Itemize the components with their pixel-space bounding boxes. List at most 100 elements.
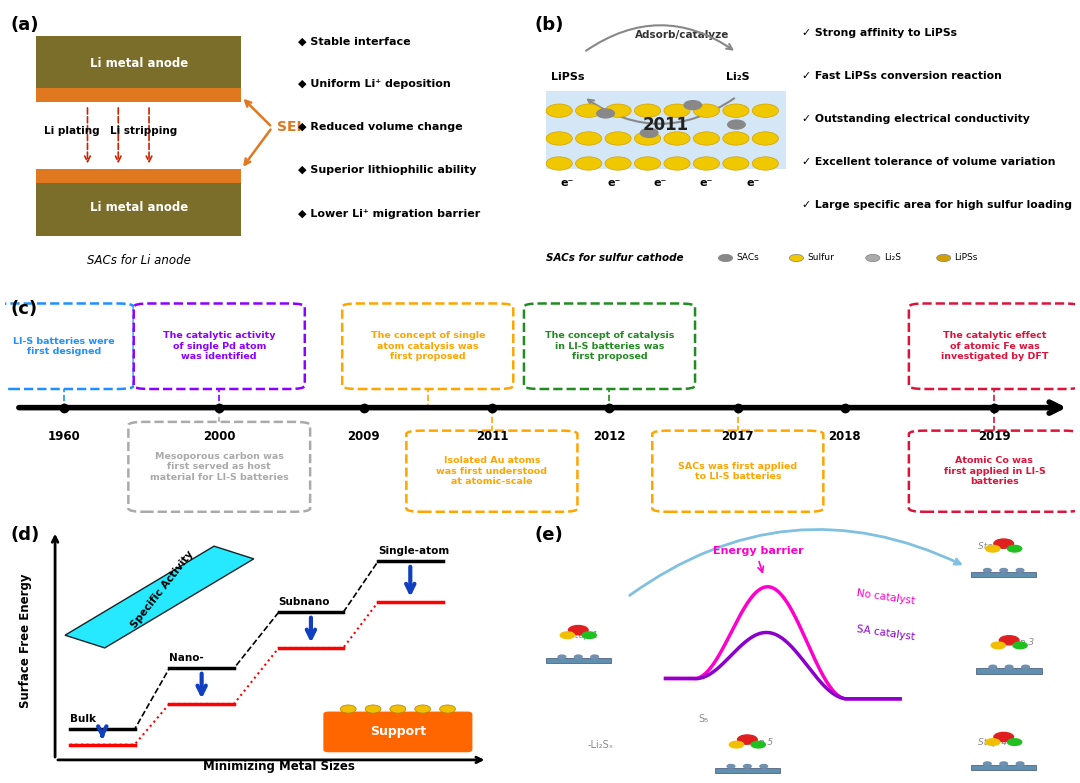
- Text: SACs for sulfur cathode: SACs for sulfur cathode: [545, 253, 683, 263]
- Circle shape: [591, 655, 598, 659]
- Text: LiPSs: LiPSs: [955, 254, 978, 262]
- Text: Li metal anode: Li metal anode: [90, 201, 188, 215]
- Circle shape: [415, 705, 431, 713]
- Text: e⁻: e⁻: [607, 178, 620, 188]
- Circle shape: [634, 104, 661, 117]
- Circle shape: [640, 128, 658, 137]
- Text: ◆ Lower Li⁺ migration barrier: ◆ Lower Li⁺ migration barrier: [298, 208, 480, 218]
- Circle shape: [576, 104, 602, 117]
- Text: Adsorb/catalyze: Adsorb/catalyze: [635, 30, 729, 40]
- Circle shape: [546, 104, 572, 117]
- FancyBboxPatch shape: [134, 304, 305, 389]
- FancyBboxPatch shape: [37, 36, 242, 92]
- Circle shape: [1008, 739, 1022, 745]
- Text: ✓ Excellent tolerance of volume variation: ✓ Excellent tolerance of volume variatio…: [801, 157, 1055, 167]
- Circle shape: [693, 104, 719, 117]
- Text: SACs: SACs: [737, 254, 759, 262]
- Circle shape: [994, 539, 1013, 548]
- Circle shape: [684, 101, 702, 110]
- Circle shape: [575, 655, 582, 659]
- Circle shape: [558, 655, 566, 659]
- Circle shape: [743, 764, 752, 768]
- Circle shape: [1016, 762, 1024, 766]
- Text: (c): (c): [11, 300, 38, 318]
- Circle shape: [723, 157, 750, 170]
- Circle shape: [760, 764, 768, 768]
- Text: Nano-: Nano-: [170, 653, 204, 663]
- Circle shape: [561, 632, 575, 638]
- Text: 2017: 2017: [721, 430, 754, 442]
- FancyBboxPatch shape: [652, 431, 823, 512]
- Text: ◆ Superior lithiophilic ability: ◆ Superior lithiophilic ability: [298, 165, 476, 175]
- Text: ✓ Outstanding electrical conductivity: ✓ Outstanding electrical conductivity: [801, 114, 1029, 124]
- Text: Li stripping: Li stripping: [110, 126, 177, 136]
- Polygon shape: [65, 547, 254, 648]
- Circle shape: [605, 132, 631, 145]
- Circle shape: [597, 109, 615, 118]
- Text: Step 3: Step 3: [1005, 638, 1035, 648]
- Text: ◆ Reduced volume change: ◆ Reduced volume change: [298, 122, 462, 132]
- Circle shape: [340, 705, 356, 713]
- FancyBboxPatch shape: [37, 169, 242, 183]
- Circle shape: [582, 632, 596, 638]
- Text: LI-S batteries were
first designed: LI-S batteries were first designed: [13, 337, 114, 356]
- Circle shape: [738, 735, 757, 744]
- Text: Bulk: Bulk: [70, 714, 96, 724]
- Text: 2009: 2009: [348, 430, 380, 442]
- Circle shape: [576, 157, 602, 170]
- Text: Li metal anode: Li metal anode: [90, 57, 188, 70]
- Text: Specific Activity: Specific Activity: [129, 549, 195, 630]
- FancyBboxPatch shape: [342, 304, 513, 389]
- Text: e⁻: e⁻: [700, 178, 713, 188]
- FancyBboxPatch shape: [37, 88, 242, 103]
- Text: Subnano: Subnano: [279, 597, 330, 608]
- Circle shape: [1022, 666, 1029, 669]
- Text: e⁻: e⁻: [561, 178, 575, 188]
- Circle shape: [546, 157, 572, 170]
- Circle shape: [1000, 568, 1008, 572]
- Circle shape: [753, 132, 779, 145]
- Text: No catalyst: No catalyst: [856, 588, 916, 606]
- Text: Atomic Co was
first applied in LI-S
batteries: Atomic Co was first applied in LI-S batt…: [944, 456, 1045, 486]
- Text: Isolated Au atoms
was first understood
at atomic-scale: Isolated Au atoms was first understood a…: [436, 456, 548, 486]
- Text: The concept of catalysis
in LI-S batteries was
first proposed: The concept of catalysis in LI-S batteri…: [544, 331, 674, 361]
- Text: Mesoporous carbon was
first served as host
material for LI-S batteries: Mesoporous carbon was first served as ho…: [150, 452, 288, 482]
- Text: (d): (d): [11, 526, 40, 543]
- Text: 2018: 2018: [828, 430, 861, 442]
- Text: 2011: 2011: [643, 116, 689, 134]
- Text: -Li₂Sₓ: -Li₂Sₓ: [588, 740, 613, 749]
- Circle shape: [576, 132, 602, 145]
- Text: (b): (b): [535, 16, 564, 34]
- Text: The catalytic effect
of atomic Fe was
investigated by DFT: The catalytic effect of atomic Fe was in…: [941, 331, 1049, 361]
- Text: 1960: 1960: [48, 430, 81, 442]
- FancyBboxPatch shape: [406, 431, 578, 512]
- Circle shape: [727, 764, 734, 768]
- Text: LiPSs: LiPSs: [551, 72, 584, 82]
- Circle shape: [986, 546, 1000, 552]
- Text: Li₂S: Li₂S: [726, 72, 750, 82]
- Text: S₈: S₈: [699, 714, 708, 724]
- Text: e⁻: e⁻: [653, 178, 666, 188]
- Circle shape: [1013, 642, 1027, 648]
- Text: ✓ Fast LiPSs conversion reaction: ✓ Fast LiPSs conversion reaction: [801, 71, 1002, 81]
- Text: SA catalyst: SA catalyst: [856, 623, 916, 642]
- Circle shape: [789, 254, 804, 262]
- Text: ◆ Stable interface: ◆ Stable interface: [298, 36, 410, 46]
- FancyBboxPatch shape: [0, 304, 134, 389]
- Text: ✓ Strong affinity to LiPSs: ✓ Strong affinity to LiPSs: [801, 28, 957, 38]
- Circle shape: [546, 132, 572, 145]
- Circle shape: [568, 626, 589, 635]
- FancyBboxPatch shape: [323, 712, 472, 752]
- Text: Energy barrier: Energy barrier: [713, 547, 804, 556]
- Text: 2012: 2012: [593, 430, 625, 442]
- Text: SACs was first applied
to LI-S batteries: SACs was first applied to LI-S batteries: [678, 461, 797, 481]
- Text: Li plating: Li plating: [44, 126, 100, 136]
- FancyBboxPatch shape: [37, 180, 242, 236]
- Circle shape: [693, 132, 719, 145]
- Text: Surface Free Energy: Surface Free Energy: [18, 573, 31, 708]
- Text: SACs for Li anode: SACs for Li anode: [86, 254, 191, 267]
- Text: Minimizing Metal Sizes: Minimizing Metal Sizes: [203, 760, 354, 773]
- Circle shape: [753, 104, 779, 117]
- Text: e⁻: e⁻: [746, 178, 759, 188]
- Text: ✓ Large specific area for high sulfur loading: ✓ Large specific area for high sulfur lo…: [801, 200, 1072, 210]
